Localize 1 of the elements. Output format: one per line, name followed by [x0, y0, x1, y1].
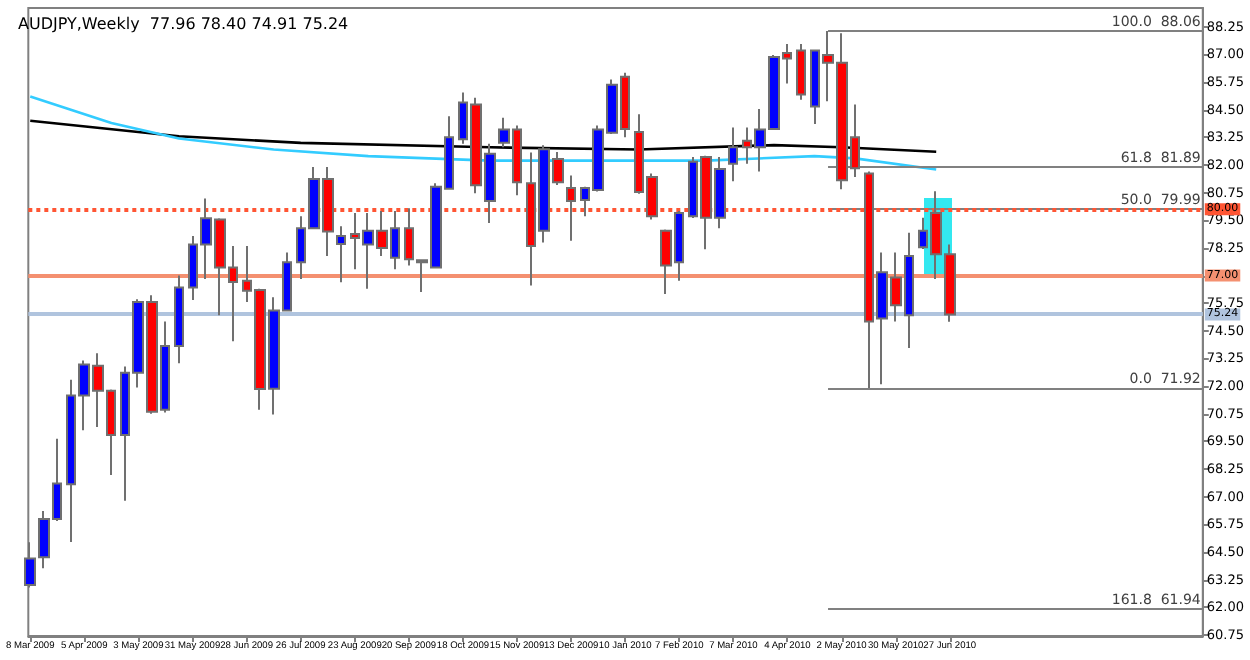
- chart-title: AUDJPY,Weekly 77.96 78.40 74.91 75.24: [18, 15, 349, 33]
